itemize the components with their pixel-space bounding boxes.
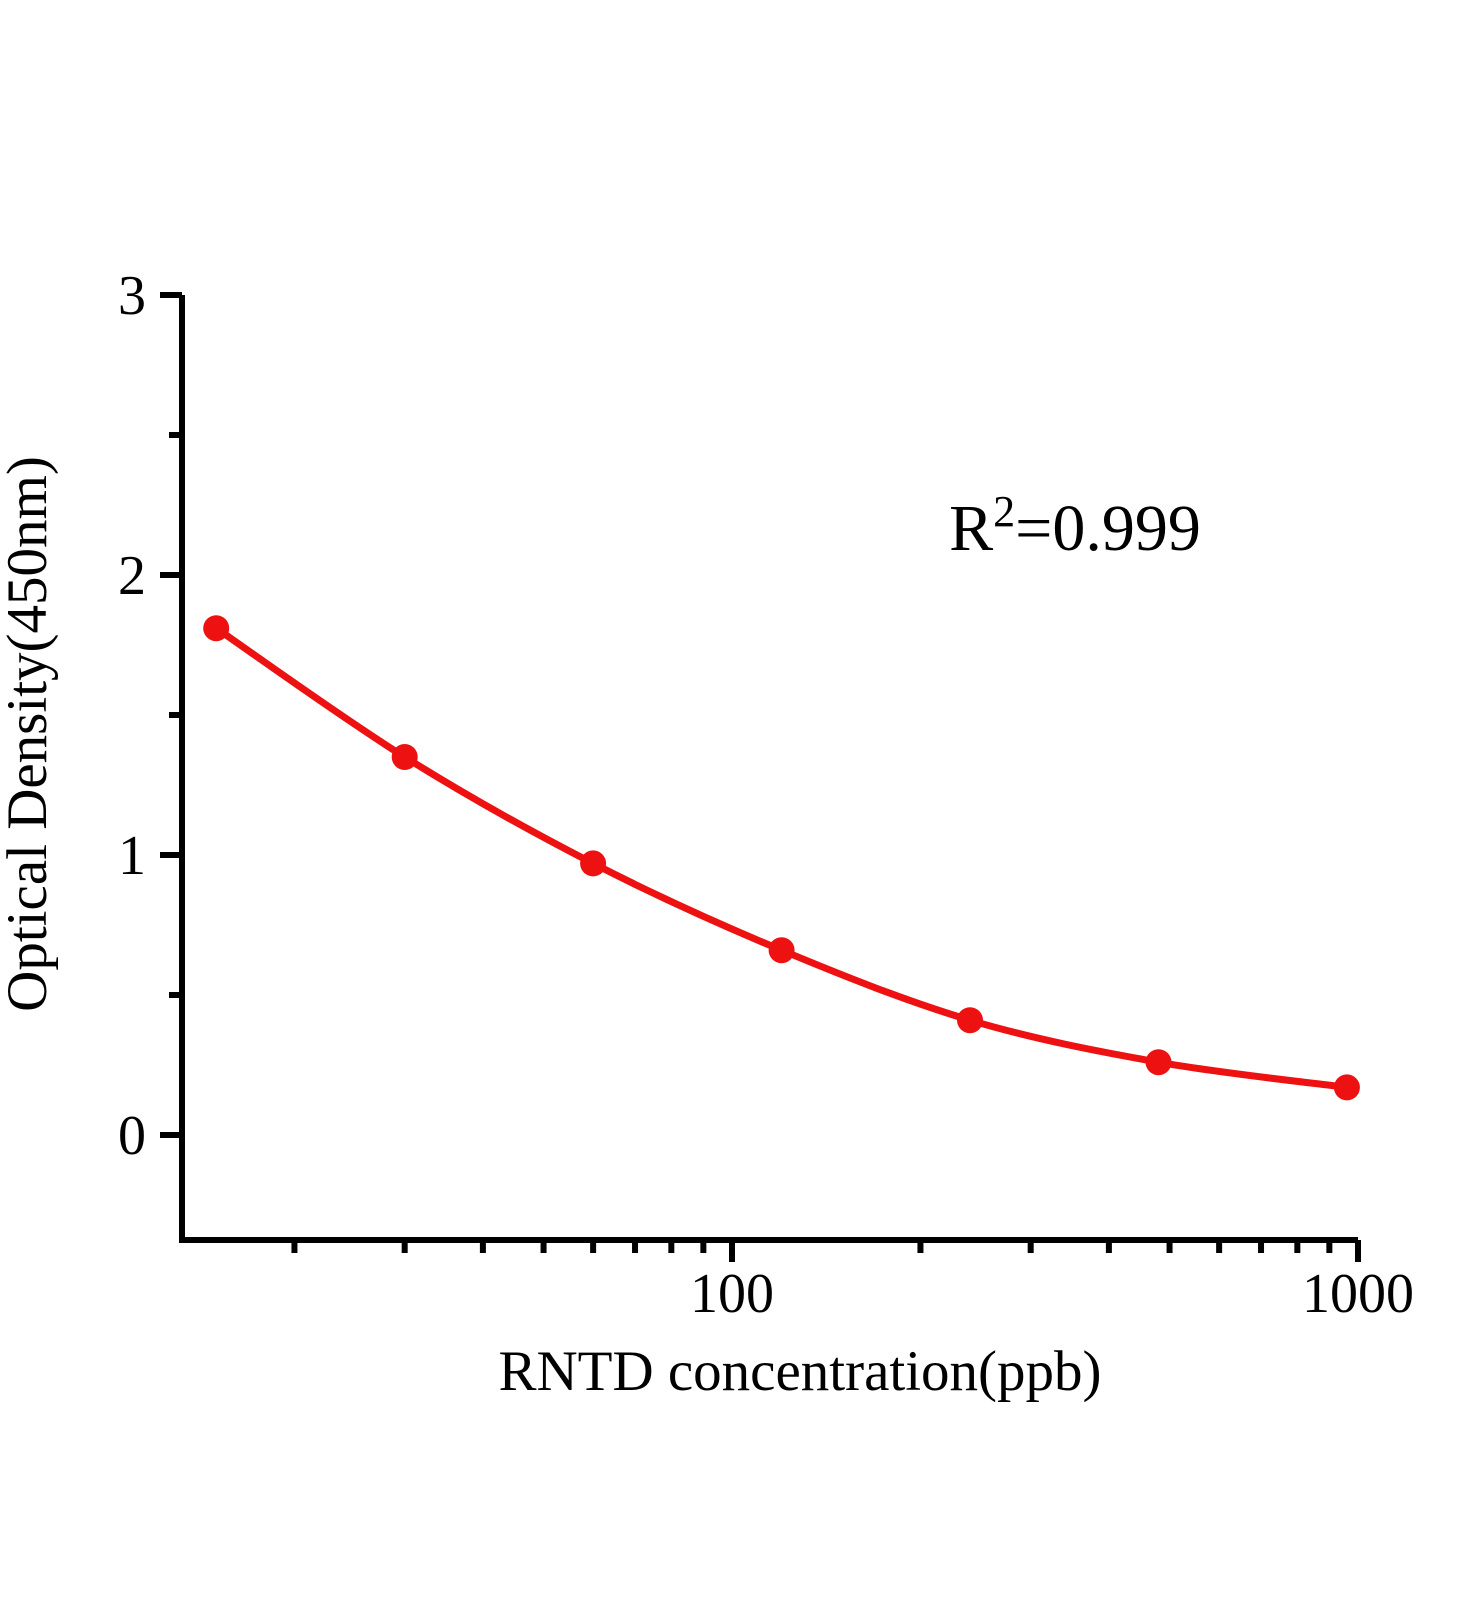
axis-spines xyxy=(179,295,1358,1243)
x-axis-title: RNTD concentration(ppb) xyxy=(498,1340,1101,1403)
data-point-marker xyxy=(957,1007,983,1034)
r-squared-prefix: R xyxy=(949,492,993,565)
r-squared-superscript: 2 xyxy=(993,487,1015,536)
axes-layer: 0 1 2 3 100 1000 xyxy=(118,265,1414,1325)
data-point-marker xyxy=(203,615,230,642)
x-axis-tick-label: 100 xyxy=(690,1263,774,1325)
r-squared-annotation: R2=0.999 xyxy=(949,487,1201,565)
data-point-marker xyxy=(580,850,607,877)
y-axis-tick-label: 3 xyxy=(118,265,146,327)
data-point-marker xyxy=(391,744,418,770)
y-axis-tick-label: 1 xyxy=(118,825,146,887)
y-axis-title: Optical Density(450nm) xyxy=(0,456,59,1012)
y-axis-tick-label: 0 xyxy=(118,1105,146,1167)
data-points xyxy=(203,615,1360,1101)
data-point-marker xyxy=(768,937,795,964)
standard-curve-line xyxy=(212,624,1351,1091)
y-axis-tick-label: 2 xyxy=(118,545,146,607)
x-axis-tick-label: 1000 xyxy=(1302,1263,1414,1325)
r-squared-value: =0.999 xyxy=(1015,492,1201,565)
data-point-marker xyxy=(1145,1049,1172,1076)
data-point-marker xyxy=(1333,1074,1360,1101)
